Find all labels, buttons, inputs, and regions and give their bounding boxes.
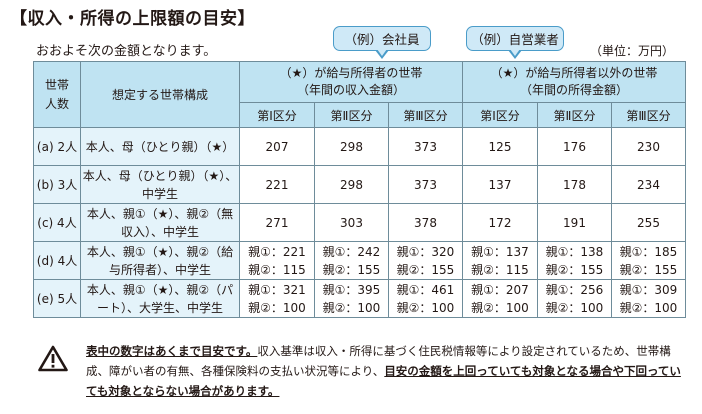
disclaimer-emphasis: 目安の金額を上回っていても対象となる場合や下回っていても対象とならない場合があり… [86,364,681,398]
table-row: (d) 4人 本人、親①（★）、親②（給与所得者）、中学生 親①：221 親②：… [33,241,686,280]
category-header: 第Ⅰ区分 [239,102,315,128]
income-limit-table: 世帯 人数 想定する世帯構成 （★）が給与所得者の世帯 （年間の収入金額） （★… [33,61,686,318]
value-cell: 178 [537,165,612,204]
value-cell: 親①：256 親②：100 [537,279,612,318]
value-cell: 親①：395 親②：100 [314,279,389,318]
value-cell: 親①：207 親②：100 [462,279,538,318]
category-header: 第Ⅰ区分 [462,102,538,128]
value-cell: 親①：185 親②：155 [611,241,686,280]
household-composition: 本人、母（ひとり親）（★） [80,127,240,166]
category-header: 第Ⅲ区分 [388,102,463,128]
disclaimer-text: 表中の数字はあくまで目安です。収入基準は収入・所得に基づく住民税情報等により設定… [86,341,688,401]
header-group-salary: （★）が給与所得者の世帯 （年間の収入金額） [239,61,463,103]
value-cell: 230 [611,127,686,166]
disclaimer-body: 収入基準は収入・所得に基づく住民税情報等により設定されているため、世帯構成、障が… [86,344,671,378]
header-group-salary-label: （★）が給与所得者の世帯 （年間の収入金額） [279,66,423,97]
value-cell: 親①：138 親②：155 [537,241,612,280]
value-cell: 373 [388,127,463,166]
value-cell: 234 [611,165,686,204]
value-cell: 271 [239,203,315,242]
value-cell: 298 [314,127,389,166]
household-size: (c) 4人 [33,203,81,242]
header-composition-label: 想定する世帯構成 [111,88,208,102]
value-cell: 191 [537,203,612,242]
household-size: (e) 5人 [33,279,81,318]
value-cell: 378 [388,203,463,242]
value-cell: 303 [314,203,389,242]
value-cell: 125 [462,127,538,166]
household-size: (d) 4人 [33,241,81,280]
callout-business: （例）自営業者 [466,26,564,59]
header-group-nonsalary-label: （★）が給与所得者以外の世帯 （年間の所得金額） [490,66,658,97]
header-group-nonsalary: （★）が給与所得者以外の世帯 （年間の所得金額） [462,61,686,103]
disclaimer-lead: 表中の数字はあくまで目安です。 [86,344,258,358]
callout-employee: （例）会社員 [333,26,431,59]
value-cell: 親①：309 親②：100 [611,279,686,318]
page-title: 【収入・所得の上限額の目安】 [10,9,255,29]
value-cell: 親①：242 親②：155 [314,241,389,280]
table-row: (a) 2人 本人、母（ひとり親）（★） 207 298 373 125 176… [33,127,686,166]
callout-employee-label: （例）会社員 [344,32,420,47]
header-household: 世帯 人数 [33,61,81,128]
value-cell: 親①：461 親②：100 [388,279,463,318]
table-row: (e) 5人 本人、親①（★）、親②（パート）、大学生、中学生 親①：321 親… [33,279,686,318]
value-cell: 137 [462,165,538,204]
household-composition: 本人、親①（★）、親②（無収入）、中学生 [80,203,240,242]
value-cell: 172 [462,203,538,242]
callout-business-label: （例）自営業者 [471,32,559,47]
unit-label: （単位：万円） [590,44,675,58]
value-cell: 親①：321 親②：100 [239,279,315,318]
value-cell: 373 [388,165,463,204]
warning-icon [38,345,68,372]
callout-pointer [508,49,522,59]
household-composition: 本人、親①（★）、親②（給与所得者）、中学生 [80,241,240,280]
household-size: (a) 2人 [33,127,81,166]
header-household-label: 世帯 人数 [44,77,69,111]
header-composition: 想定する世帯構成 [80,61,240,128]
category-header: 第Ⅱ区分 [537,102,612,128]
category-header: 第Ⅲ区分 [611,102,686,128]
value-cell: 255 [611,203,686,242]
household-composition: 本人、母（ひとり親）（★）、中学生 [80,165,240,204]
value-cell: 親①：137 親②：115 [462,241,538,280]
value-cell: 207 [239,127,315,166]
table-row: (b) 3人 本人、母（ひとり親）（★）、中学生 221 298 373 137… [33,165,686,204]
value-cell: 298 [314,165,389,204]
household-composition: 本人、親①（★）、親②（パート）、大学生、中学生 [80,279,240,318]
value-cell: 親①：320 親②：155 [388,241,463,280]
table-row: (c) 4人 本人、親①（★）、親②（無収入）、中学生 271 303 378 … [33,203,686,242]
subtitle: おおよそ次の金額となります。 [36,44,217,59]
value-cell: 176 [537,127,612,166]
household-size: (b) 3人 [33,165,81,204]
value-cell: 221 [239,165,315,204]
value-cell: 親①：221 親②：115 [239,241,315,280]
callout-pointer [375,49,389,59]
category-header: 第Ⅱ区分 [314,102,389,128]
